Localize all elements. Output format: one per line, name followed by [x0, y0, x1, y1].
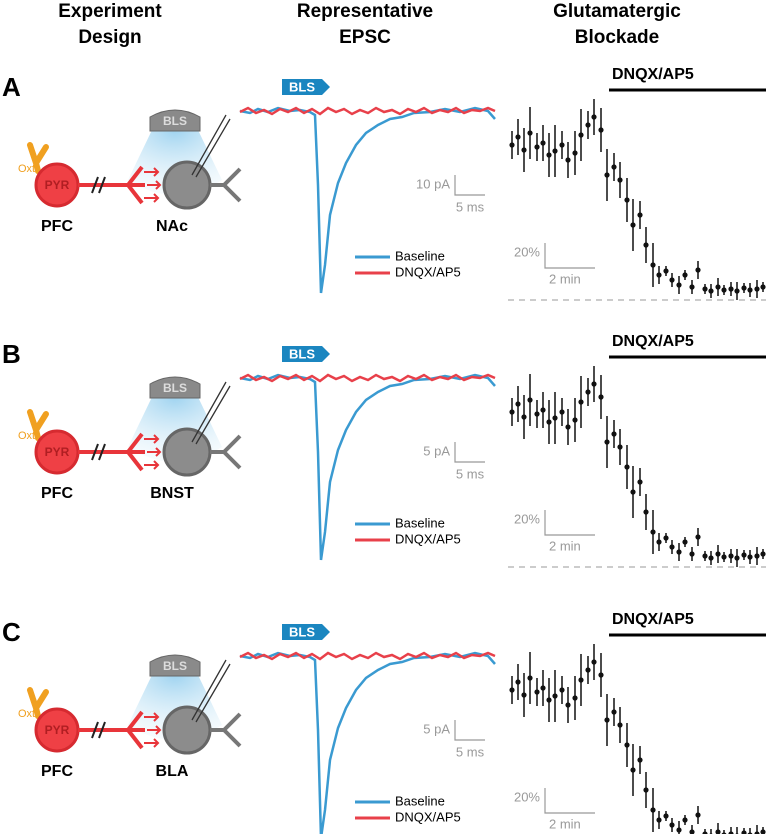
scale-label: 20% — [514, 511, 540, 526]
bls-tag-label: BLS — [289, 79, 315, 94]
led-label: BLS — [163, 659, 187, 673]
dendrite — [210, 712, 242, 748]
region-label: BNST — [150, 485, 194, 502]
scale-bar — [454, 720, 485, 741]
neuron-label: PYR — [45, 445, 70, 459]
scale-label: 5 ms — [456, 199, 485, 214]
scale-bar — [544, 788, 595, 814]
header: EPSC — [339, 27, 391, 48]
region-label: NAc — [156, 218, 188, 235]
bls-tag-label: BLS — [289, 624, 315, 639]
region-label: PFC — [41, 218, 73, 235]
header: Representative — [297, 1, 433, 22]
region-label: PFC — [41, 485, 73, 502]
scale-bar — [454, 442, 485, 463]
scale-label: 2 min — [549, 538, 581, 553]
terminals — [126, 710, 145, 750]
post-cell — [162, 705, 212, 755]
axon-break — [91, 443, 106, 461]
scale-label: 5 ms — [456, 466, 485, 481]
pipette — [191, 114, 231, 178]
bls-tag — [282, 346, 330, 362]
bls-tag — [282, 79, 330, 95]
panel-label: A — [2, 72, 21, 102]
legend-label: Baseline — [395, 793, 445, 808]
pipette — [191, 381, 231, 445]
panel: A BLS Oxtr PYR PFC NAc BLS 10 pA 5 ms Ba… — [2, 66, 766, 301]
scale-bar — [544, 243, 595, 269]
release-arrows — [144, 434, 162, 470]
legend-label: Baseline — [395, 515, 445, 530]
error-bars — [511, 644, 764, 839]
scale-label: 5 pA — [423, 443, 450, 458]
drug-label: DNQX/AP5 — [612, 611, 694, 628]
header: Design — [78, 27, 141, 48]
dendrite — [210, 167, 242, 203]
receptor-label: Oxtr — [18, 163, 39, 175]
drug-trace — [239, 651, 496, 661]
header: Blockade — [575, 27, 659, 48]
drug-trace — [239, 106, 496, 116]
scale-label: 2 min — [549, 816, 581, 831]
panel: C BLS Oxtr PYR PFC BLA BLS 5 pA 5 ms Bas… — [2, 611, 766, 839]
scale-label: 5 pA — [423, 721, 450, 736]
receptor-label: Oxtr — [18, 430, 39, 442]
bls-tag — [282, 624, 330, 640]
axon-break — [91, 721, 106, 739]
scale-label: 5 ms — [456, 744, 485, 759]
panel-label: B — [2, 339, 21, 369]
legend-label: DNQX/AP5 — [395, 531, 461, 546]
led-label: BLS — [163, 381, 187, 395]
legend-label: DNQX/AP5 — [395, 264, 461, 279]
release-arrows — [144, 712, 162, 748]
scale-label: 20% — [514, 789, 540, 804]
drug-label: DNQX/AP5 — [612, 66, 694, 83]
receptor — [27, 687, 49, 719]
axon-break — [91, 176, 106, 194]
receptor — [27, 142, 49, 174]
drug-label: DNQX/AP5 — [612, 333, 694, 350]
receptor-label: Oxtr — [18, 708, 39, 720]
bls-tag-label: BLS — [289, 346, 315, 361]
region-label: PFC — [41, 763, 73, 780]
release-arrows — [144, 167, 162, 203]
panel: B BLS Oxtr PYR PFC BNST BLS 5 pA 5 ms Ba… — [2, 333, 766, 568]
post-cell — [162, 427, 212, 477]
header: Experiment — [58, 1, 162, 22]
legend-label: Baseline — [395, 248, 445, 263]
dendrite — [210, 434, 242, 470]
neuron-label: PYR — [45, 178, 70, 192]
terminals — [126, 432, 145, 472]
drug-trace — [239, 373, 496, 383]
led-dome — [149, 376, 201, 399]
pipette — [191, 659, 231, 723]
receptor — [27, 409, 49, 441]
region-label: BLA — [156, 763, 189, 780]
scale-bar — [454, 175, 485, 196]
post-cell — [162, 160, 212, 210]
scale-bar — [544, 510, 595, 536]
terminals — [126, 165, 145, 205]
led-dome — [149, 109, 201, 132]
legend-label: DNQX/AP5 — [395, 809, 461, 824]
scale-label: 20% — [514, 244, 540, 259]
scale-label: 10 pA — [416, 176, 450, 191]
led-label: BLS — [163, 114, 187, 128]
panel-label: C — [2, 617, 21, 647]
led-dome — [149, 654, 201, 677]
error-bars — [511, 366, 764, 567]
header: Glutamatergic — [553, 1, 681, 22]
scale-label: 2 min — [549, 271, 581, 286]
neuron-label: PYR — [45, 723, 70, 737]
error-bars — [511, 99, 764, 300]
